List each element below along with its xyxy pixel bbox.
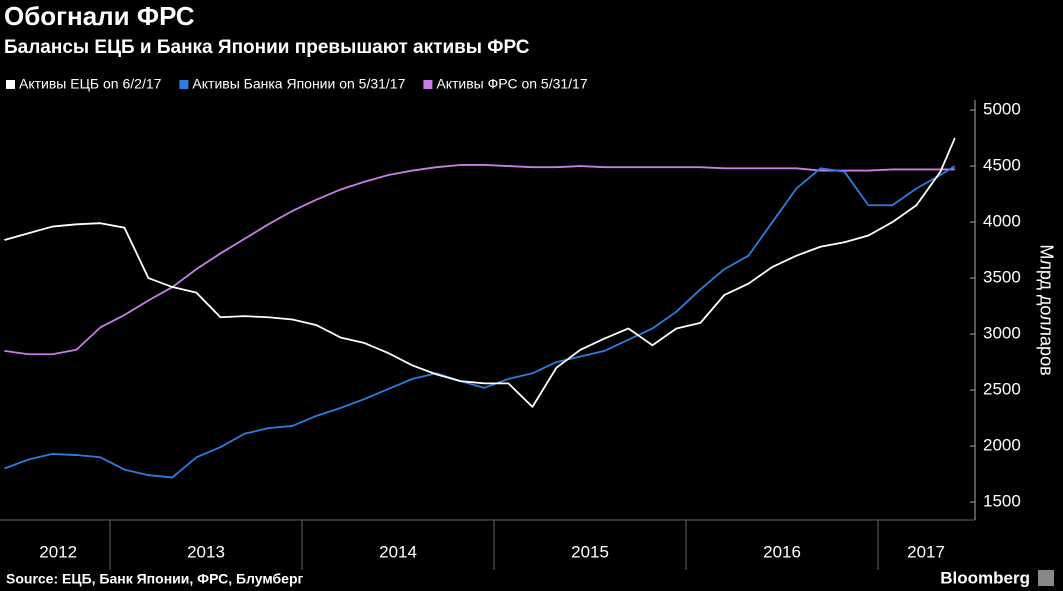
legend-swatch <box>423 80 433 89</box>
y-tick-label: 1500 <box>983 492 1021 511</box>
series-line <box>4 137 956 408</box>
legend-swatch <box>6 80 15 89</box>
y-tick-label: 4000 <box>983 212 1021 231</box>
brand-icon <box>1038 570 1054 586</box>
y-tick-label: 2500 <box>983 380 1021 399</box>
chart-subtitle: Балансы ЕЦБ и Банка Японии превышают акт… <box>4 37 530 58</box>
source: Source: ЕЦБ, Банк Японии, ФРС, Блумберг <box>6 571 303 587</box>
legend-label: Активы ФРС on 5/31/17 <box>436 76 587 92</box>
brand: Bloomberg <box>940 568 1030 587</box>
x-tick-label: 2014 <box>379 542 417 561</box>
y-tick-label: 5000 <box>983 100 1021 119</box>
x-tick-label: 2012 <box>39 542 77 561</box>
y-tick-label: 3000 <box>983 324 1021 343</box>
y-axis-label: Млрд долларов <box>1036 244 1056 375</box>
x-tick-label: 2016 <box>763 542 801 561</box>
legend-label: Активы ЕЦБ on 6/2/17 <box>19 76 162 92</box>
legend-swatch <box>179 80 189 89</box>
y-tick-label: 4500 <box>983 156 1021 175</box>
series-line <box>4 164 955 356</box>
x-tick-label: 2015 <box>571 542 609 561</box>
y-tick-label: 3500 <box>983 268 1021 287</box>
chart-title: Обогнали ФРС <box>4 1 195 31</box>
y-tick-label: 2000 <box>983 436 1021 455</box>
x-tick-label: 2013 <box>187 542 225 561</box>
x-tick-label: 2017 <box>907 542 945 561</box>
legend-label: Активы Банка Японии on 5/31/17 <box>192 76 405 92</box>
series-line <box>4 165 956 479</box>
